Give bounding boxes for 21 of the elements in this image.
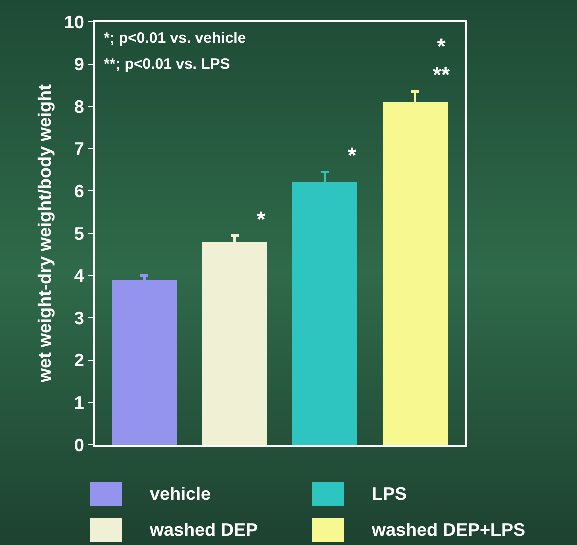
y-tick-label: 6 bbox=[74, 182, 84, 202]
y-tick-label: 10 bbox=[64, 12, 84, 32]
legend-label: vehicle bbox=[150, 484, 212, 504]
annotation: **; p<0.01 vs. LPS bbox=[104, 56, 230, 73]
y-axis-title: wet weight-dry weight/body weight bbox=[35, 84, 56, 384]
legend-label: washed DEP+LPS bbox=[372, 520, 526, 540]
y-tick-label: 7 bbox=[74, 139, 84, 160]
data-label: * bbox=[257, 207, 266, 232]
legend-label: washed DEP bbox=[150, 520, 258, 540]
annotation: *; p<0.01 vs. vehicle bbox=[104, 30, 246, 47]
y-tick-label: 4 bbox=[74, 266, 84, 286]
y-tick-label: 0 bbox=[74, 435, 84, 456]
legend-label: LPS bbox=[372, 484, 408, 504]
data-label: * bbox=[348, 143, 357, 168]
y-tick-label: 5 bbox=[74, 224, 84, 244]
y-tick-label: 1 bbox=[74, 393, 84, 413]
y-tick-label: 9 bbox=[74, 54, 84, 75]
y-tick-label: 3 bbox=[74, 308, 84, 328]
y-tick-label: 8 bbox=[74, 96, 84, 117]
y-tick-label: 2 bbox=[74, 350, 84, 371]
data-label: * ** bbox=[433, 34, 451, 88]
